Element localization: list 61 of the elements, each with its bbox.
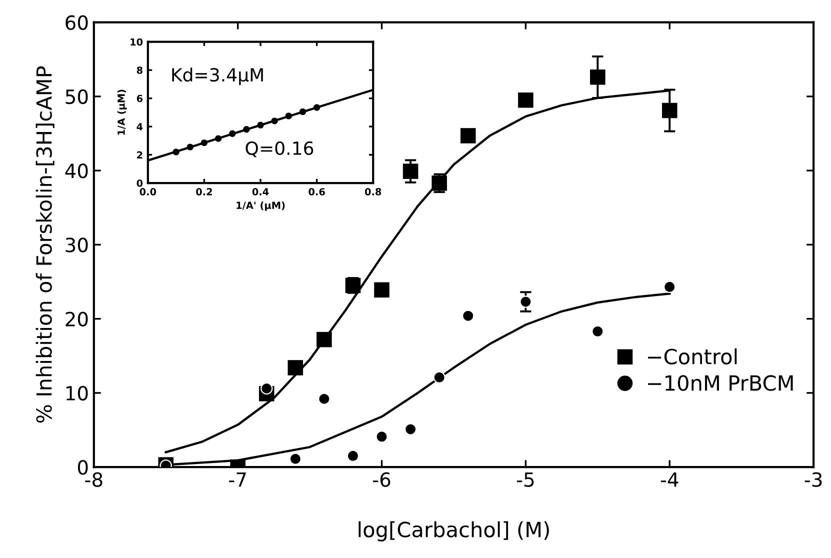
point: [433, 371, 446, 384]
point: [260, 382, 273, 395]
annotation: Kd=3.4μM: [172, 68, 263, 86]
y-tick-label: 8: [136, 66, 142, 74]
y-tick-label: 6: [136, 94, 143, 102]
point: [229, 130, 236, 137]
y-tick-label: 40: [65, 164, 88, 178]
y-tick-label: 0: [136, 180, 143, 187]
y-axis-title: 1/A (μM): [117, 90, 127, 135]
point: [200, 139, 208, 146]
point: [313, 104, 320, 111]
annotation: Q=0.16: [246, 141, 314, 158]
point: [285, 112, 292, 120]
point: [402, 164, 418, 179]
y-tick-label: 20: [66, 312, 88, 326]
point: [214, 135, 222, 142]
y-tick-label: 10: [66, 386, 88, 401]
y-tick-label: 10: [130, 38, 143, 46]
x-tick-label: -7: [229, 472, 246, 487]
point: [460, 128, 476, 144]
point: [243, 126, 250, 133]
x-axis-title: log[Carbachol] (M): [358, 521, 549, 542]
point: [257, 122, 264, 128]
x-tick-label: -5: [516, 472, 534, 487]
point: [288, 360, 304, 376]
y-axis-title: % Inhibition of Forskolin-[3H]cAMP: [36, 66, 54, 423]
y-tick-label: 60: [66, 15, 88, 30]
point: [432, 176, 447, 191]
point: [518, 92, 534, 108]
y-tick-label: 2: [137, 151, 142, 158]
point: [662, 102, 678, 118]
x-tick-label: -3: [804, 472, 822, 487]
point: [404, 423, 417, 436]
x-tick-label: 0.4: [252, 188, 269, 196]
point: [318, 392, 330, 405]
x-tick-label: 0.6: [308, 188, 325, 196]
x-tick-label: -6: [373, 472, 390, 487]
point: [271, 118, 278, 124]
point: [376, 430, 388, 443]
y-tick-label: 30: [66, 238, 88, 252]
y-tick-label: 4: [136, 123, 143, 130]
x-tick-label: 0.0: [140, 188, 156, 196]
point: [346, 450, 360, 462]
x-tick-label: 0.2: [196, 188, 212, 196]
point: [590, 70, 606, 85]
point: [289, 452, 302, 466]
point: [462, 310, 474, 322]
point: [664, 280, 676, 294]
point: [316, 332, 332, 348]
x-axis-title: 1/A' (μM): [236, 201, 285, 211]
point: [186, 144, 194, 150]
legend-label: −10nM PrBCM: [648, 375, 793, 391]
point: [299, 108, 306, 116]
point: [592, 325, 604, 338]
point: [374, 282, 390, 298]
point: [172, 148, 180, 156]
point: [520, 296, 532, 308]
x-tick-label: 0.8: [364, 188, 382, 196]
x-tick-label: -4: [660, 472, 678, 487]
legend-label: −Control: [648, 348, 737, 364]
y-tick-label: 50: [66, 89, 88, 104]
